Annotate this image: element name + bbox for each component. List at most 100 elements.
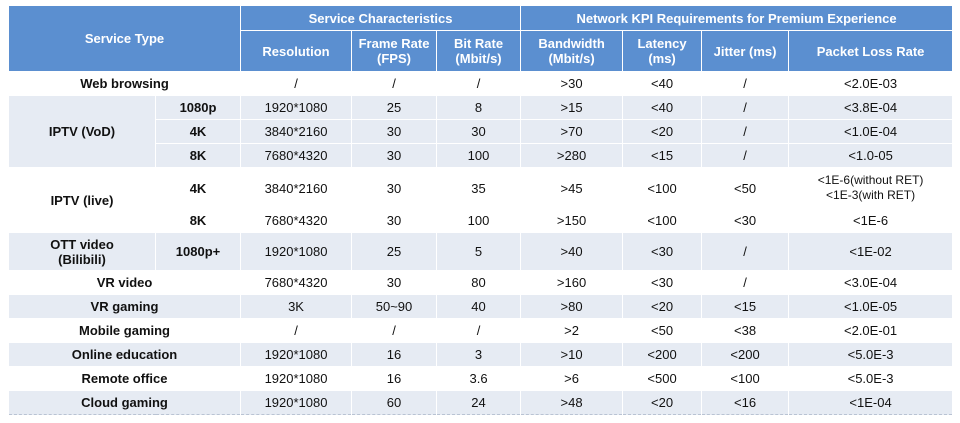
header-group-service-characteristics: Service Characteristics xyxy=(240,5,522,31)
cell-bit-rate: 100 xyxy=(436,208,522,233)
header-frame-rate-line2: (FPS) xyxy=(377,51,411,66)
cell-frame-rate: 25 xyxy=(351,95,438,120)
cell-packet-loss: <1E-02 xyxy=(788,232,954,271)
cell-bandwidth: >2 xyxy=(520,318,624,343)
table-row: VR video 7680*4320 30 80 >160 <30 / <3.0… xyxy=(7,270,954,295)
cell-frame-rate: / xyxy=(351,318,438,343)
cell-latency: <100 xyxy=(622,167,703,209)
cell-jitter: <15 xyxy=(701,294,790,319)
header-service-type: Service Type xyxy=(7,5,242,72)
cell-resolution: 7680*4320 xyxy=(240,208,353,233)
cell-frame-rate: 16 xyxy=(351,366,438,391)
cell-frame-rate: / xyxy=(351,71,438,96)
cell-bandwidth: >10 xyxy=(520,342,624,367)
service-variant: 4K xyxy=(154,119,242,144)
header-jitter: Jitter (ms) xyxy=(701,30,790,72)
service-variant: 8K xyxy=(154,143,242,168)
header-packet-loss: Packet Loss Rate xyxy=(788,30,954,72)
cell-bit-rate: 100 xyxy=(436,143,522,168)
cell-bit-rate: / xyxy=(436,71,522,96)
service-name: Mobile gaming xyxy=(7,318,242,343)
table-header: Service Type Service Characteristics Net… xyxy=(7,5,954,72)
service-variant: 4K xyxy=(154,167,242,209)
cell-latency: <20 xyxy=(622,390,703,415)
table-row: VR gaming 3K 50~90 40 >80 <20 <15 <1.0E-… xyxy=(7,294,954,319)
cell-bit-rate: 30 xyxy=(436,119,522,144)
group-ott-line1: OTT video xyxy=(50,236,114,252)
cell-bandwidth: >6 xyxy=(520,366,624,391)
header-latency-line2: (ms) xyxy=(648,51,676,66)
group-iptv-live: IPTV (live) xyxy=(8,167,156,233)
table-row: IPTV (VoD) 1080p 1920*1080 25 8 >15 <40 … xyxy=(8,95,954,168)
cell-latency: <15 xyxy=(622,143,703,168)
cell-frame-rate: 30 xyxy=(351,119,438,144)
service-name: VR gaming xyxy=(7,294,242,319)
cell-jitter: <30 xyxy=(701,208,790,233)
cell-jitter: <50 xyxy=(701,167,790,209)
cell-latency: <30 xyxy=(622,232,703,271)
cell-bandwidth: >150 xyxy=(520,208,624,233)
cell-jitter: <16 xyxy=(701,390,790,415)
cell-packet-loss: <1E-6(without RET) <1E-3(with RET) xyxy=(788,167,954,209)
cell-frame-rate: 60 xyxy=(351,390,438,415)
header-bit-rate: Bit Rate (Mbit/s) xyxy=(436,30,522,72)
cell-resolution: 3840*2160 xyxy=(240,167,353,209)
cell-bandwidth: >15 xyxy=(520,95,624,120)
cell-bit-rate: 5 xyxy=(436,232,522,271)
cell-bit-rate: 40 xyxy=(436,294,522,319)
header-resolution: Resolution xyxy=(240,30,353,72)
table-row: 8K 7680*4320 30 100 >150 <100 <30 <1E-6 xyxy=(9,208,954,233)
cell-frame-rate: 25 xyxy=(351,232,438,271)
cell-packet-loss: <3.8E-04 xyxy=(788,95,954,120)
cell-packet-loss: <2.0E-03 xyxy=(788,71,954,96)
cell-jitter: <100 xyxy=(701,366,790,391)
cell-bandwidth: >40 xyxy=(520,232,624,271)
cell-latency: <200 xyxy=(622,342,703,367)
cell-frame-rate: 30 xyxy=(351,167,438,209)
table-row: 4K 3840*2160 30 30 >70 <20 / <1.0E-04 xyxy=(9,119,954,144)
cell-latency: <100 xyxy=(622,208,703,233)
cell-packet-loss: <2.0E-01 xyxy=(788,318,954,343)
cell-latency: <40 xyxy=(622,95,703,120)
cell-bandwidth: >45 xyxy=(520,167,624,209)
cell-resolution: / xyxy=(240,318,353,343)
cell-packet-loss: <1.0E-04 xyxy=(788,119,954,144)
cell-bandwidth: >48 xyxy=(520,390,624,415)
cell-packet-loss-line1: <1E-6(without RET) xyxy=(817,173,924,187)
cell-resolution: 3840*2160 xyxy=(240,119,353,144)
cell-bandwidth: >80 xyxy=(520,294,624,319)
service-variant: 1080p xyxy=(154,95,242,120)
cell-resolution: 1920*1080 xyxy=(240,366,353,391)
header-bandwidth-line2: (Mbit/s) xyxy=(548,51,595,66)
cell-packet-loss: <1E-04 xyxy=(788,390,954,415)
cell-jitter: / xyxy=(701,270,790,295)
kpi-requirements-table: Service Type Service Characteristics Net… xyxy=(7,5,954,415)
header-bit-rate-line2: (Mbit/s) xyxy=(455,51,502,66)
cell-packet-loss: <5.0E-3 xyxy=(788,366,954,391)
service-variant: 8K xyxy=(154,208,242,233)
service-variant: 1080p+ xyxy=(154,232,242,271)
cell-bandwidth: >70 xyxy=(520,119,624,144)
table-row: OTT video (Bilibili) 1080p+ 1920*1080 25 … xyxy=(8,232,954,271)
cell-jitter: <200 xyxy=(701,342,790,367)
cell-resolution: 7680*4320 xyxy=(240,143,353,168)
cell-jitter: / xyxy=(701,232,790,271)
cell-frame-rate: 30 xyxy=(351,208,438,233)
header-latency-line1: Latency xyxy=(637,36,687,51)
cell-resolution: / xyxy=(240,71,353,96)
group-iptv-vod: IPTV (VoD) xyxy=(8,95,156,168)
cell-latency: <500 xyxy=(622,366,703,391)
cell-latency: <30 xyxy=(622,270,703,295)
cell-resolution: 1920*1080 xyxy=(240,95,353,120)
cell-bandwidth: >280 xyxy=(520,143,624,168)
service-name: Cloud gaming xyxy=(7,390,242,415)
cell-packet-loss: <1E-6 xyxy=(788,208,954,233)
cell-bit-rate: 8 xyxy=(436,95,522,120)
cell-resolution: 1920*1080 xyxy=(240,390,353,415)
service-name: Web browsing xyxy=(7,71,242,96)
cell-resolution: 1920*1080 xyxy=(240,342,353,367)
cell-jitter: / xyxy=(701,71,790,96)
cell-bit-rate: 3.6 xyxy=(436,366,522,391)
cell-resolution: 3K xyxy=(240,294,353,319)
